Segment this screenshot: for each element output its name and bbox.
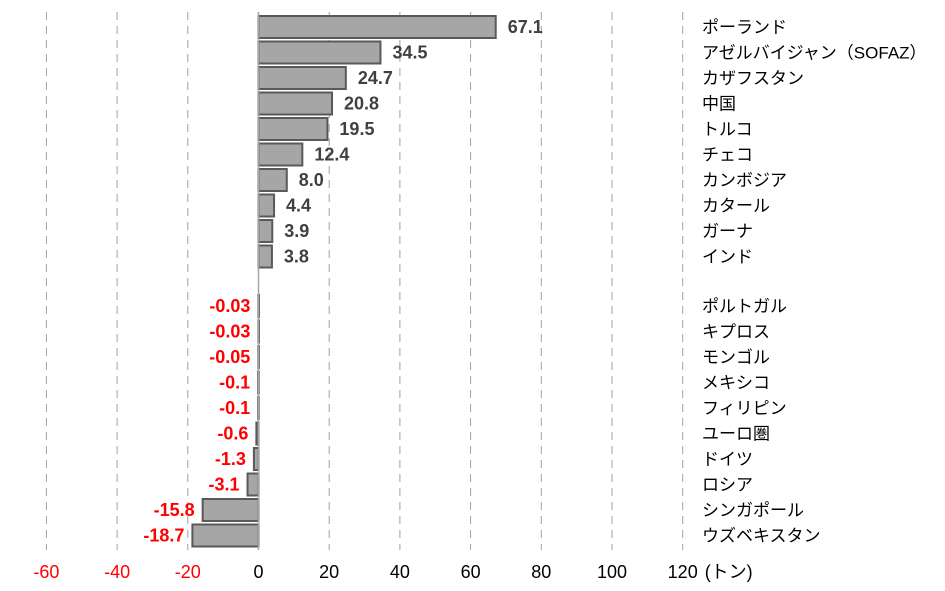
category-label: アゼルバイジャン（SOFAZ） xyxy=(702,44,927,63)
category-label: シンガポール xyxy=(702,501,804,520)
data-label: 67.1 xyxy=(508,17,543,37)
bar-カンボジア xyxy=(257,168,288,192)
data-label: 24.7 xyxy=(358,68,393,88)
category-label: ポルトガル xyxy=(702,297,787,316)
bar-ウズベキスタン xyxy=(191,523,260,548)
bar-中国 xyxy=(257,91,334,116)
bar-ガーナ xyxy=(257,219,274,243)
category-label: モンゴル xyxy=(702,347,770,367)
category-label: カンボジア xyxy=(702,171,787,190)
data-label: -0.03 xyxy=(209,296,250,316)
data-label: -0.03 xyxy=(209,322,250,342)
data-label: 12.4 xyxy=(314,145,349,165)
data-label: -0.1 xyxy=(219,398,250,418)
category-label: ガーナ xyxy=(702,222,753,241)
category-label: カザフスタン xyxy=(702,69,804,88)
category-label: チェコ xyxy=(702,146,753,165)
data-label: -0.1 xyxy=(219,373,250,393)
data-label: -0.05 xyxy=(209,347,250,367)
bar-カタール xyxy=(257,193,276,218)
category-label: 中国 xyxy=(702,95,736,114)
category-label: カタール xyxy=(702,197,770,216)
data-label: 3.8 xyxy=(284,247,309,267)
category-label: フィリピン xyxy=(702,399,787,418)
data-label: 8.0 xyxy=(299,170,324,190)
x-tick-label: 0 xyxy=(253,562,263,582)
data-label: -0.6 xyxy=(217,424,248,444)
data-labels: 67.1 34.5 24.7 20.8 19.5 12.4 8.0 4.4 3.9 3.8 -0.0… xyxy=(143,17,542,546)
data-label: -18.7 xyxy=(143,526,184,546)
category-label: ポーランド xyxy=(702,18,787,37)
data-label: -1.3 xyxy=(215,449,246,469)
category-label: ユーロ圏 xyxy=(702,425,770,444)
x-tick-label: -60 xyxy=(33,562,59,582)
bar-アゼルバイジャン（SOFAZ） xyxy=(257,40,382,65)
category-label: メキシコ xyxy=(702,374,770,393)
category-label: ドイツ xyxy=(702,450,753,469)
bar-カザフスタン xyxy=(257,66,347,90)
data-label: -15.8 xyxy=(154,500,195,520)
data-label: -3.1 xyxy=(209,475,240,495)
x-tick-labels: -60 -40 -20 0 20 40 60 80 100 120 xyxy=(33,562,697,582)
data-label: 20.8 xyxy=(344,94,379,114)
x-tick-label: 20 xyxy=(319,562,339,582)
x-tick-label: -20 xyxy=(175,562,201,582)
x-unit-label: (トン) xyxy=(705,562,753,582)
data-label: 3.9 xyxy=(284,221,309,241)
x-tick-label: 80 xyxy=(531,562,551,582)
bar-トルコ xyxy=(257,117,329,141)
x-tick-label: 120 xyxy=(668,562,698,582)
x-tick-label: 100 xyxy=(597,562,627,582)
data-label: 4.4 xyxy=(286,196,311,216)
bar-チェコ xyxy=(257,142,304,167)
category-label: キプロス xyxy=(702,323,770,342)
data-label: 19.5 xyxy=(339,119,374,139)
category-label: ウズベキスタン xyxy=(702,527,821,546)
x-tick-label: 40 xyxy=(390,562,410,582)
x-tick-label: -40 xyxy=(104,562,130,582)
bar-ポーランド xyxy=(257,15,497,39)
data-label: 34.5 xyxy=(392,43,427,63)
bar-インド xyxy=(257,244,273,269)
bar-シンガポール xyxy=(201,498,260,522)
category-label: ロシア xyxy=(702,476,753,495)
bar-ロシア xyxy=(246,472,260,497)
x-tick-label: 60 xyxy=(461,562,481,582)
category-label: インド xyxy=(702,248,753,267)
category-label: トルコ xyxy=(702,120,753,139)
